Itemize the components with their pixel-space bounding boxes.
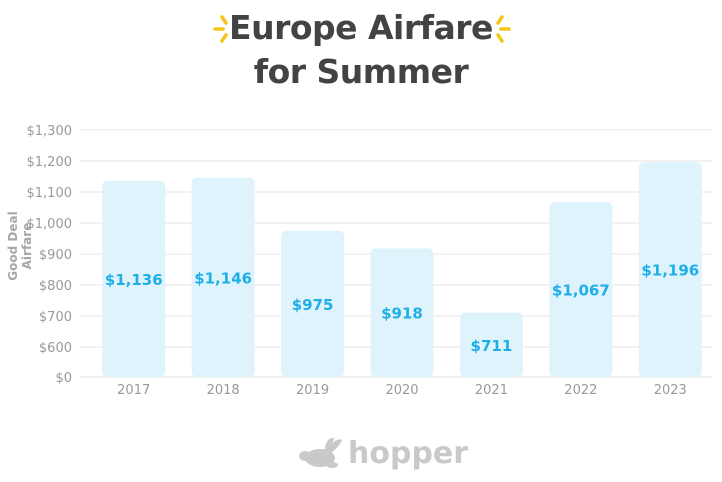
chart-title-line-2: for Summer — [253, 52, 469, 91]
x-tick-label: 2021 — [475, 383, 508, 398]
y-tick-label: $1,200 — [27, 155, 73, 170]
bar-value-label: $918 — [381, 305, 423, 323]
bar — [191, 177, 255, 377]
y-tick-label: $700 — [39, 310, 72, 325]
bunny-logo-icon — [299, 437, 342, 468]
y-tick-label: $800 — [39, 279, 72, 294]
sparkle-left-icon — [213, 15, 228, 43]
bar — [370, 248, 434, 377]
hopper-logo: hopper — [298, 436, 468, 471]
y-tick-label: $1,000 — [27, 217, 73, 232]
brand-name: hopper — [348, 436, 469, 471]
sparkle-right-icon — [496, 15, 511, 43]
bar-value-label: $1,136 — [105, 271, 163, 289]
bar-value-label: $1,196 — [641, 262, 699, 280]
bar-value-label: $1,146 — [194, 269, 252, 287]
y-tick-label: $0 — [55, 371, 72, 386]
x-tick-label: 2019 — [296, 383, 329, 398]
bar-value-label: $975 — [292, 296, 334, 314]
x-tick-label: 2018 — [207, 383, 240, 398]
y-tick-label: $900 — [39, 248, 72, 263]
y-tick-label: $1,300 — [27, 124, 73, 139]
y-tick-label: $600 — [39, 341, 72, 356]
bar — [459, 312, 523, 377]
x-axis-ticks: 2017 2018 2019 2020 2021 2022 2023 — [117, 383, 687, 398]
bar — [281, 230, 345, 377]
bars: $1,136 $1,146 $975 $918 $711 $1,067 $1,196 — [102, 162, 702, 377]
y-tick-label: $1,100 — [27, 186, 73, 201]
bar — [638, 162, 702, 377]
x-tick-label: 2023 — [654, 383, 687, 398]
x-tick-label: 2022 — [564, 383, 597, 398]
chart-title-line-1: Europe Airfare — [229, 8, 493, 47]
bar-chart: $0 $600 $700 $800 $900 $1,000 $1,100 $1,200 $1,3… — [27, 124, 712, 398]
bar-value-label: $711 — [471, 337, 513, 355]
bar-value-label: $1,067 — [552, 282, 610, 300]
x-tick-label: 2020 — [385, 383, 418, 398]
bar — [549, 202, 613, 377]
bar — [102, 180, 166, 377]
y-axis-ticks: $0 $600 $700 $800 $900 $1,000 $1,100 $1,200 $1,3… — [27, 124, 73, 386]
x-tick-label: 2017 — [117, 383, 150, 398]
chart-title: Europe Airfare for Summer — [0, 6, 722, 94]
